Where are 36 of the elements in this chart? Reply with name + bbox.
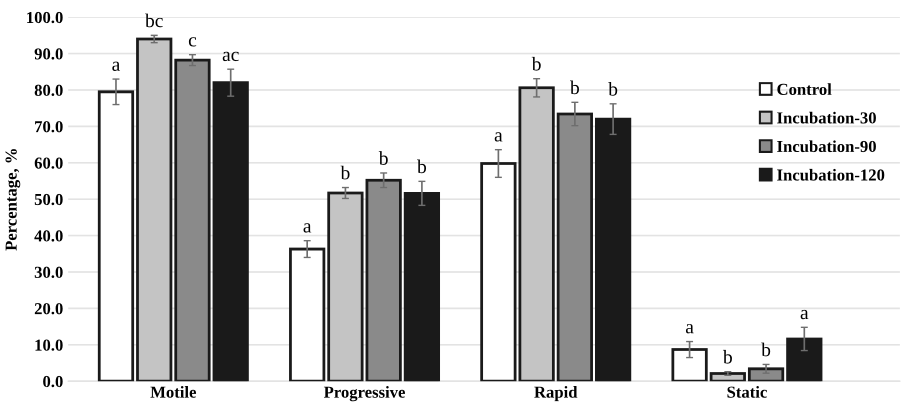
y-tick-label: 90.0 [34,48,63,60]
data-label: a [494,132,502,142]
y-tick-label: 30.0 [34,266,63,278]
x-tick-label: Progressive [324,386,405,402]
y-tick-label: 80.0 [34,84,63,96]
data-label: b [378,151,388,165]
legend-label: Incubation-120 [777,168,884,181]
y-tick-label: 0.0 [43,376,63,388]
legend-label: Incubation-30 [777,112,876,124]
data-label: bc [145,14,163,28]
y-tick-label: 50.0 [34,194,63,206]
y-axis-title: Percentage, % [5,149,20,251]
data-label: b [761,342,770,356]
y-tick-label: 70.0 [35,121,63,132]
data-label: c [188,37,196,47]
legend-label: Control [777,83,832,95]
data-label: a [112,62,120,71]
y-tick-label: 100.0 [27,12,63,24]
data-label: ac [222,52,239,62]
data-label: b [532,56,541,71]
data-label: b [340,166,350,180]
data-label: b [608,82,618,96]
y-tick-label: 40.0 [34,230,63,242]
y-tick-label: 60.0 [34,157,63,169]
y-tick-label: 10.0 [35,339,63,351]
x-tick-label: Static [727,386,767,398]
data-label: a [304,223,312,233]
data-label: b [570,80,579,94]
data-label: b [722,350,732,364]
legend-label: Incubation-90 [777,140,876,152]
data-label: a [800,310,808,320]
x-tick-label: Motile [150,386,196,398]
y-tick-label: 20.0 [34,303,63,314]
data-label: a [686,324,694,334]
data-label: b [417,160,426,174]
x-tick-label: Rapid [534,386,578,402]
